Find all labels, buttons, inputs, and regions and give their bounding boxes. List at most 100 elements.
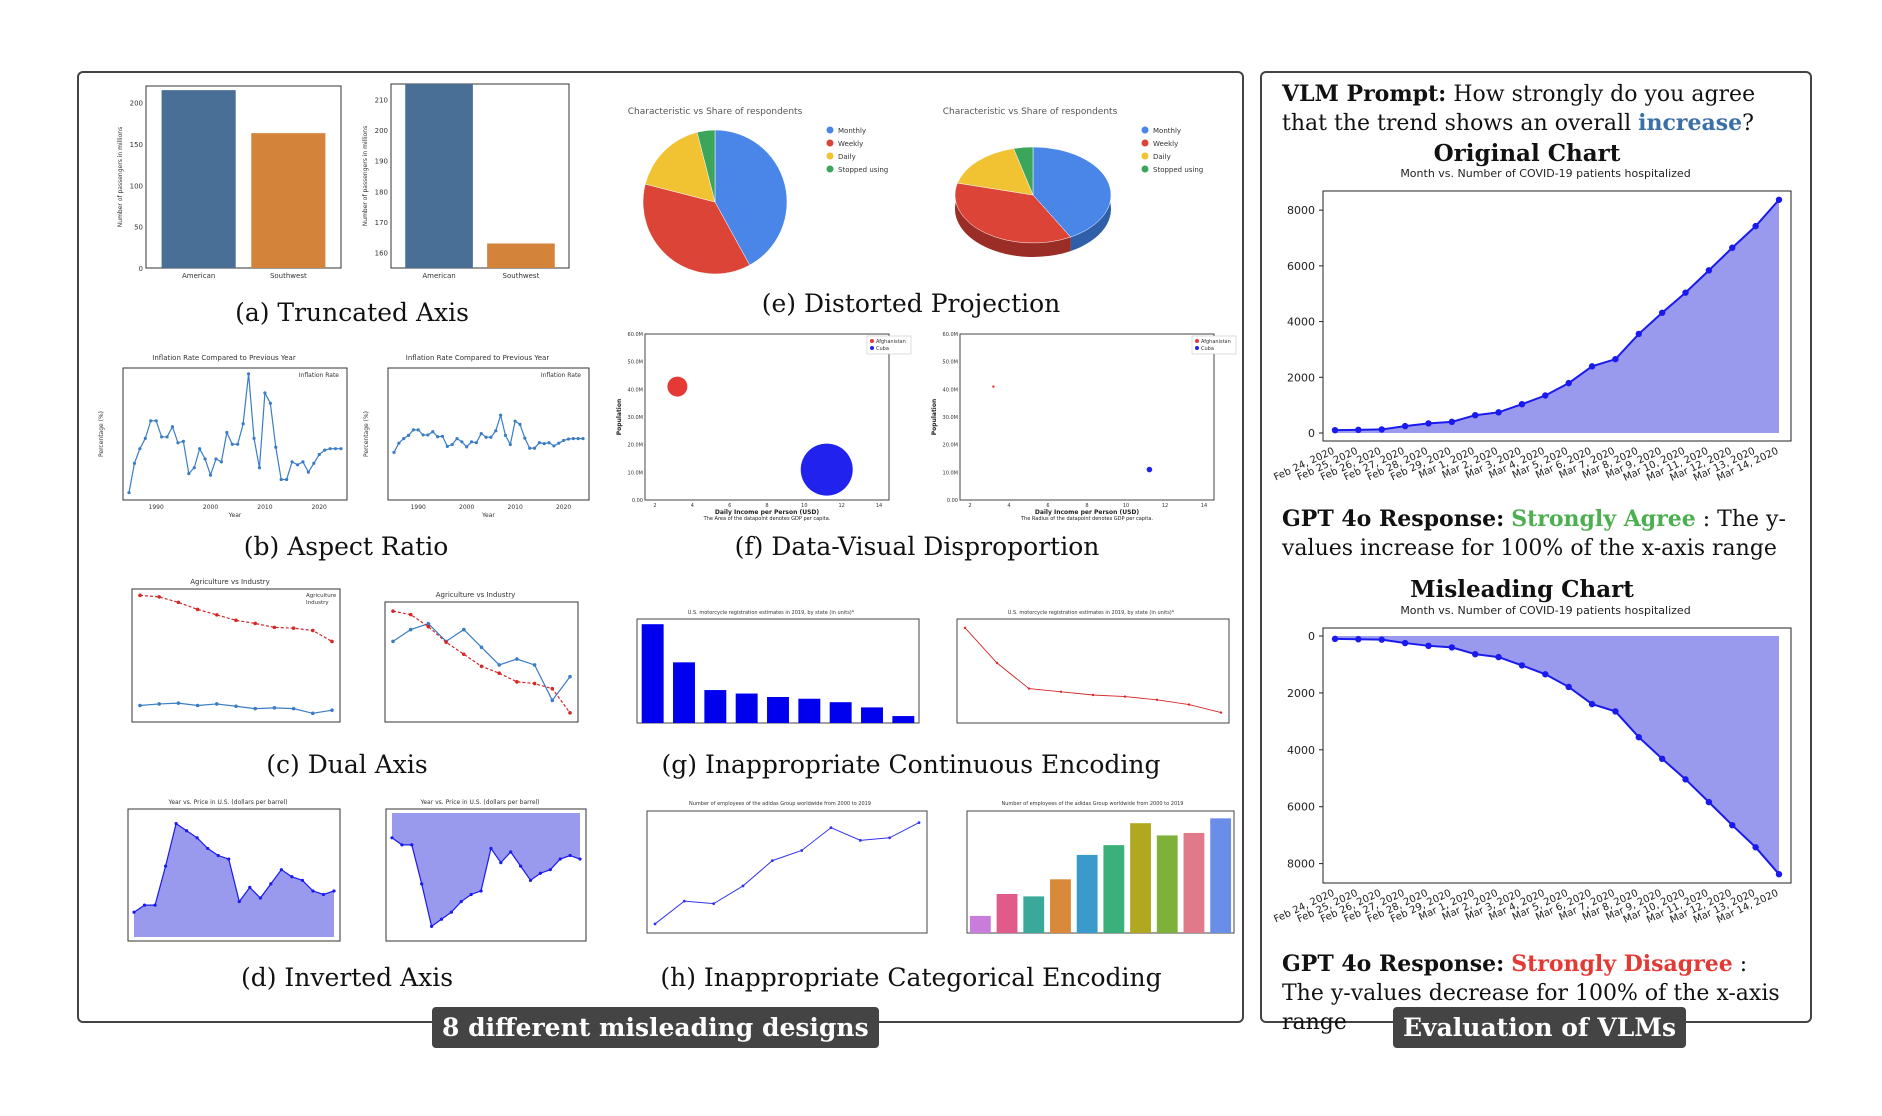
y-tick-label: 0.00 bbox=[947, 498, 958, 504]
data-point bbox=[519, 864, 523, 868]
x-tick-label: 2020 bbox=[312, 504, 327, 511]
data-point bbox=[469, 892, 473, 897]
legend-label: Weekly bbox=[838, 140, 863, 148]
data-line bbox=[964, 627, 1222, 714]
bar bbox=[1156, 835, 1178, 933]
data-point bbox=[426, 433, 430, 437]
aspect-ratio-misleading-chart: Inflation Rate Compared to Previous Year… bbox=[363, 354, 590, 519]
data-point bbox=[431, 430, 435, 434]
y-tick-label: 190 bbox=[375, 158, 388, 166]
pie-slice bbox=[642, 183, 751, 275]
pie-chart-original: Characteristic vs Share of respondents Mo… bbox=[628, 107, 888, 275]
response-text-2: : The y-values decrease for 100% of the … bbox=[1282, 952, 1780, 1035]
data-point bbox=[538, 871, 543, 875]
gpt-response-original: GPT 4o Response: Strongly Agree : The y-… bbox=[1282, 505, 1792, 563]
continuous-line-chart: Number of employees of the adidas Group … bbox=[646, 801, 928, 934]
bar bbox=[704, 690, 727, 723]
data-point bbox=[291, 706, 296, 711]
data-point bbox=[333, 447, 338, 451]
data-point bbox=[1331, 426, 1339, 434]
data-point bbox=[236, 442, 240, 446]
data-point bbox=[253, 706, 257, 711]
area-fill bbox=[1335, 636, 1779, 875]
y-tick-label: 2000 bbox=[1287, 687, 1315, 700]
plot-frame bbox=[644, 333, 890, 501]
data-point bbox=[311, 711, 315, 716]
plot-frame bbox=[1322, 627, 1792, 884]
plot-frame bbox=[966, 810, 1235, 934]
chart-title: U.S. motorcycle registration estimates i… bbox=[688, 610, 855, 616]
data-point bbox=[462, 627, 466, 632]
data-point bbox=[416, 428, 420, 432]
data-point bbox=[258, 896, 262, 900]
data-point bbox=[1635, 734, 1642, 741]
legend-label: Cuba bbox=[876, 346, 889, 352]
caption-inverted-axis: (d) Inverted Axis bbox=[240, 963, 454, 992]
plot-frame bbox=[131, 588, 341, 723]
y-tick-label: 30.0M bbox=[628, 415, 643, 421]
bar bbox=[1076, 854, 1098, 933]
y-tick-label: 8000 bbox=[1287, 858, 1315, 871]
data-point bbox=[132, 461, 137, 465]
data-point bbox=[1518, 662, 1526, 669]
dual-axis-misleading-chart: Agriculture vs Industry bbox=[384, 591, 579, 723]
y-axis-label: Number of passengers in millions bbox=[117, 127, 124, 227]
data-point bbox=[459, 899, 463, 904]
data-point bbox=[157, 595, 161, 599]
data-line bbox=[1334, 637, 1780, 875]
data-point bbox=[1448, 418, 1456, 426]
plot-frame bbox=[390, 83, 570, 269]
legend-marker bbox=[826, 139, 834, 147]
data-point bbox=[1705, 267, 1713, 274]
data-point bbox=[515, 680, 519, 684]
data-point bbox=[317, 452, 321, 457]
area-fill bbox=[392, 813, 580, 927]
x-tick-label: 4 bbox=[1007, 503, 1010, 509]
inverted-axis-original-chart: Year vs. Price in U.S. (dollars per barr… bbox=[127, 799, 341, 942]
data-point bbox=[311, 628, 315, 633]
data-point bbox=[1658, 309, 1666, 316]
data-line bbox=[1334, 199, 1780, 432]
y-axis-label: Number of passengers in millions bbox=[362, 126, 369, 226]
y-tick-label: 200 bbox=[130, 100, 143, 108]
bubble-cuba bbox=[1146, 466, 1153, 473]
data-point bbox=[263, 391, 267, 395]
data-point bbox=[508, 442, 512, 447]
data-point bbox=[163, 864, 168, 868]
data-line bbox=[654, 822, 920, 925]
data-point bbox=[306, 470, 310, 474]
evaluation-badge: Evaluation of VLMs bbox=[1393, 1007, 1687, 1048]
legend-marker bbox=[1141, 165, 1149, 173]
data-point bbox=[576, 436, 580, 441]
data-point bbox=[215, 613, 219, 617]
legend-marker bbox=[826, 126, 834, 134]
bar bbox=[767, 697, 789, 723]
chart-title: Number of employees of the adidas Group … bbox=[689, 801, 871, 807]
data-point bbox=[225, 430, 229, 435]
plot-frame bbox=[387, 367, 590, 501]
data-point bbox=[290, 875, 294, 879]
data-point bbox=[558, 857, 562, 861]
truncated-axis-misleading-chart: American Southwest 160 170 180 190 200 210 Numbe… bbox=[362, 83, 570, 280]
x-tick-label: 2020 bbox=[556, 504, 571, 511]
y-axis-label: Percentage (%) bbox=[98, 411, 105, 457]
data-point bbox=[494, 429, 498, 433]
data-point bbox=[138, 593, 142, 598]
data-point bbox=[253, 621, 257, 626]
data-point bbox=[1355, 636, 1362, 643]
data-point bbox=[460, 440, 464, 444]
data-point bbox=[181, 439, 185, 443]
bar bbox=[405, 84, 473, 268]
misleading-covid-chart: Month vs. Number of COVID-19 patients ho… bbox=[1272, 604, 1792, 926]
plot-frame bbox=[127, 808, 341, 942]
data-point bbox=[165, 435, 169, 439]
data-point bbox=[523, 436, 527, 440]
data-point bbox=[1682, 289, 1689, 296]
y-tick-label: 200 bbox=[375, 127, 388, 135]
data-point bbox=[127, 491, 131, 495]
legend-marker bbox=[870, 339, 874, 343]
y-tick-label: 150 bbox=[130, 141, 143, 149]
data-point bbox=[429, 924, 434, 928]
bar bbox=[1050, 879, 1071, 933]
data-point bbox=[339, 447, 343, 451]
